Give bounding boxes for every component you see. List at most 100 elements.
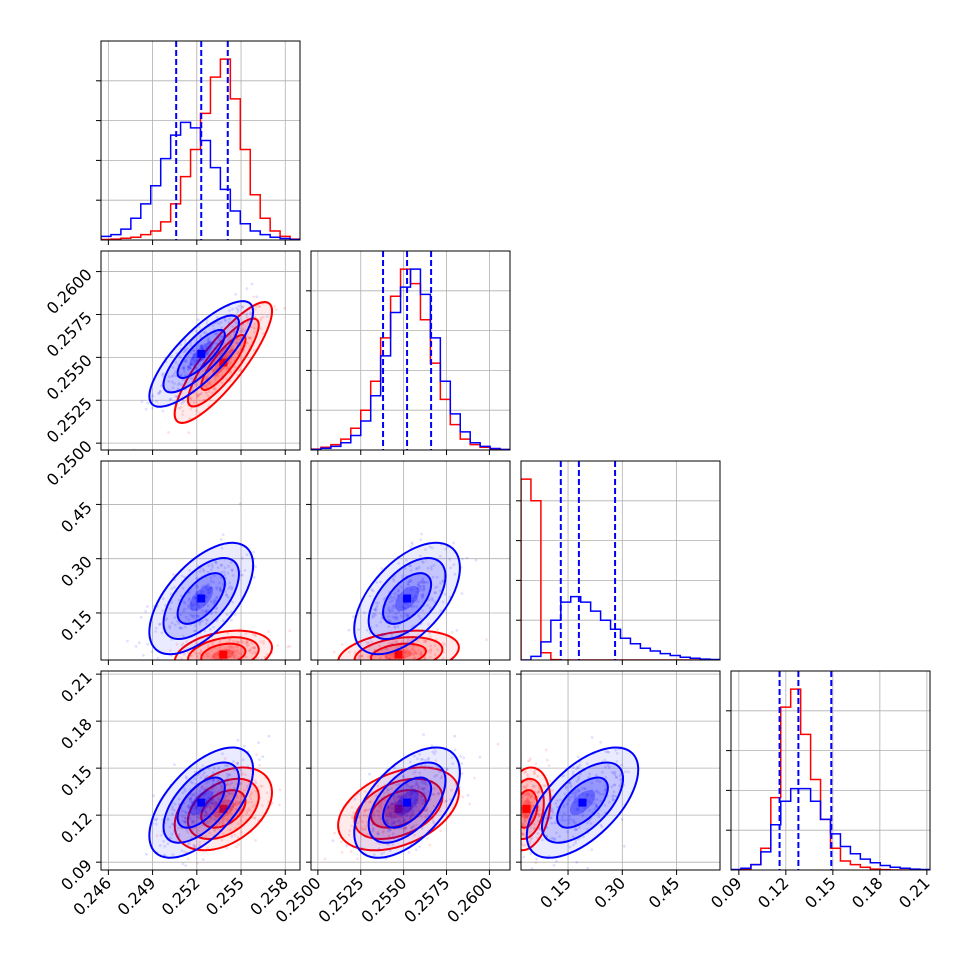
scatter-point	[259, 327, 263, 330]
scatter-point	[516, 802, 519, 805]
scatter-point	[200, 344, 204, 348]
scatter-point	[411, 789, 414, 793]
scatter-point	[607, 800, 611, 804]
scatter-point	[397, 799, 401, 803]
scatter-point	[252, 576, 256, 579]
scatter-point	[183, 374, 187, 378]
scatter-point	[515, 808, 518, 811]
scatter-point	[181, 634, 185, 638]
scatter-point	[158, 623, 162, 626]
scatter-point	[213, 560, 217, 563]
scatter-point	[407, 809, 411, 813]
scatter-point	[426, 813, 430, 817]
scatter-point	[220, 785, 224, 789]
scatter-point	[218, 586, 222, 589]
scatter-point	[364, 808, 367, 812]
scatter-point	[376, 832, 380, 836]
scatter-point	[197, 816, 201, 820]
scatter-point	[211, 801, 215, 804]
scatter-point	[534, 762, 538, 765]
scatter-point	[207, 652, 211, 655]
scatter-point	[236, 350, 240, 354]
scatter-point	[193, 770, 197, 774]
scatter-point	[512, 821, 515, 824]
scatter-point	[419, 585, 423, 588]
scatter-point	[252, 650, 256, 654]
scatter-point	[390, 802, 394, 805]
scatter-point	[518, 825, 521, 828]
scatter-point	[220, 563, 223, 567]
panel-content	[311, 251, 510, 450]
scatter-point	[416, 567, 419, 570]
scatter-point	[433, 644, 437, 647]
scatter-point	[214, 560, 218, 564]
scatter-point	[245, 662, 248, 665]
scatter-point	[228, 364, 231, 368]
scatter-point	[206, 584, 210, 587]
scatter-point	[426, 807, 430, 810]
scatter-point	[395, 675, 398, 678]
scatter-point	[205, 781, 209, 785]
scatter-point	[251, 804, 255, 808]
scatter-point	[555, 859, 558, 863]
scatter-point	[400, 820, 403, 824]
scatter-point	[421, 798, 425, 802]
scatter-point	[419, 580, 423, 584]
scatter-point	[429, 655, 432, 659]
scatter-point	[207, 382, 210, 386]
scatter-point	[536, 790, 540, 794]
scatter-point	[391, 821, 394, 825]
scatter-point	[170, 355, 173, 359]
scatter-point	[221, 376, 225, 380]
scatter-point	[228, 351, 232, 354]
scatter-point	[198, 825, 201, 829]
scatter-point	[568, 798, 571, 802]
scatter-point	[538, 808, 542, 812]
scatter-point	[145, 605, 149, 608]
scatter-point	[225, 783, 229, 787]
scatter-point	[411, 811, 415, 815]
scatter-point	[583, 807, 586, 810]
scatter-point	[191, 819, 195, 823]
scatter-point	[195, 806, 198, 810]
tick-label-x: 0.252	[158, 873, 204, 919]
scatter-point	[191, 614, 195, 618]
scatter-point	[201, 792, 204, 796]
scatter-point	[391, 654, 395, 658]
scatter-point	[399, 614, 403, 618]
scatter-point	[236, 801, 240, 805]
scatter-point	[393, 662, 396, 665]
scatter-point	[573, 801, 577, 804]
scatter-point	[626, 770, 630, 774]
scatter-point	[382, 664, 385, 667]
scatter-point	[441, 641, 445, 645]
scatter-point	[391, 604, 395, 608]
scatter-point	[236, 836, 240, 839]
scatter-point	[215, 587, 219, 591]
panel-content	[731, 671, 930, 870]
scatter-point	[572, 843, 575, 847]
scatter-point	[189, 817, 192, 821]
scatter-point	[173, 585, 176, 589]
scatter-point	[217, 766, 221, 770]
scatter-point	[357, 657, 361, 660]
scatter-point	[195, 654, 199, 658]
scatter-point	[407, 792, 411, 796]
scatter-point	[391, 640, 395, 644]
scatter-point	[189, 811, 193, 815]
scatter-point	[227, 638, 231, 642]
scatter-point	[206, 570, 210, 574]
scatter-point	[207, 664, 210, 667]
scatter-point	[157, 391, 161, 395]
scatter-point	[245, 640, 249, 644]
scatter-point	[560, 818, 564, 822]
scatter-point	[577, 789, 581, 793]
scatter-point	[237, 304, 241, 308]
scatter-point	[183, 348, 187, 352]
scatter-point	[400, 816, 403, 819]
scatter-point	[571, 770, 575, 774]
scatter-point	[225, 818, 229, 822]
scatter-point	[537, 790, 541, 793]
scatter-point	[410, 605, 414, 609]
scatter-point	[432, 793, 436, 796]
